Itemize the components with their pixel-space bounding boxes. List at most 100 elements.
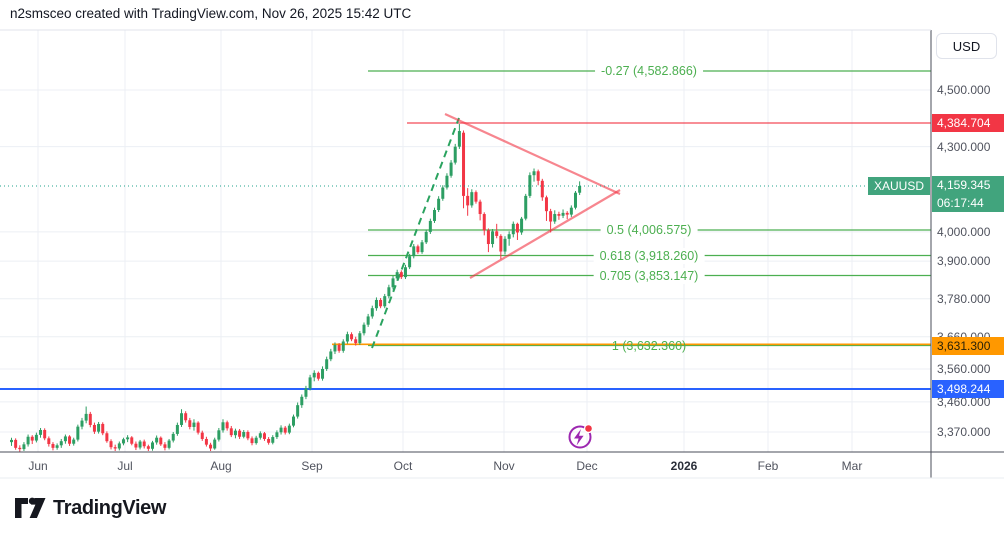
candle-body[interactable] [424,231,428,243]
candle-body[interactable] [391,278,395,288]
candle-body[interactable] [341,341,345,351]
candle-body[interactable] [258,433,262,438]
currency-usd-button[interactable]: USD [936,33,997,59]
candle-body[interactable] [209,444,213,449]
fib-level-label-1[interactable]: 1 (3,632.360) [611,338,687,353]
candle-body[interactable] [117,443,121,449]
candle-body[interactable] [55,445,59,448]
candle-body[interactable] [300,396,304,406]
candle-body[interactable] [466,195,470,206]
candle-body[interactable] [520,218,524,233]
candle-body[interactable] [428,220,432,232]
candle-body[interactable] [18,447,22,450]
candle-body[interactable] [155,437,159,443]
candle-body[interactable] [246,432,250,439]
candle-body[interactable] [549,211,553,222]
candle-body[interactable] [412,246,416,257]
candle-body[interactable] [491,231,495,245]
candle-body[interactable] [432,210,436,221]
candle-body[interactable] [474,192,478,202]
candle-body[interactable] [573,192,577,208]
candle-body[interactable] [403,267,407,278]
candle-body[interactable] [449,162,453,176]
candle-body[interactable] [204,438,208,445]
candle-body[interactable] [503,238,507,252]
candle-body[interactable] [105,433,109,442]
candle-body[interactable] [59,441,63,446]
fib-level-label-0.5[interactable]: 0.5 (4,006.575) [600,222,698,238]
candle-body[interactable] [26,436,30,445]
tradingview-logo[interactable]: TradingView [14,496,166,520]
candle-body[interactable] [345,334,349,342]
candle-body[interactable] [279,427,283,433]
candle-body[interactable] [354,339,358,344]
candle-body[interactable] [238,430,242,437]
candle-body[interactable] [43,429,47,439]
candle-body[interactable] [553,214,557,222]
candle-body[interactable] [312,372,316,378]
candle-body[interactable] [316,372,320,379]
candle-body[interactable] [395,272,399,279]
candle-body[interactable] [445,175,449,188]
candle-body[interactable] [47,438,51,445]
candle-body[interactable] [374,299,378,309]
candle-body[interactable] [358,333,362,344]
candle-body[interactable] [34,434,38,441]
candle-body[interactable] [408,256,412,268]
candle-body[interactable] [308,377,312,389]
candle-body[interactable] [565,212,569,215]
candle-body[interactable] [171,433,175,441]
candle-body[interactable] [453,146,457,163]
candle-body[interactable] [462,132,466,196]
candle-body[interactable] [362,324,366,334]
candle-body[interactable] [22,444,26,450]
candle-body[interactable] [250,438,254,444]
candle-body[interactable] [200,432,204,439]
fib-level-label-0.618[interactable]: 0.618 (3,918.260) [593,247,705,264]
candle-body[interactable] [271,437,275,443]
candle-body[interactable] [275,432,279,438]
candle-body[interactable] [97,423,101,432]
candle-body[interactable] [92,424,96,432]
candle-body[interactable] [167,440,171,448]
candle-body[interactable] [578,185,582,193]
candle-body[interactable] [304,388,308,397]
candle-body[interactable] [561,212,565,216]
candle-body[interactable] [10,439,13,443]
candle-body[interactable] [213,439,217,449]
candle-body[interactable] [482,214,486,231]
candle-body[interactable] [333,344,337,352]
candle-body[interactable] [184,413,188,421]
candle-body[interactable] [540,180,544,198]
candle-body[interactable] [370,308,374,317]
candle-body[interactable] [470,192,474,206]
candle-body[interactable] [192,422,196,427]
candle-body[interactable] [175,424,179,434]
candle-body[interactable] [321,368,325,379]
candle-body[interactable] [225,422,229,429]
ascending-dashed-trendline[interactable] [371,117,460,349]
candle-body[interactable] [544,197,548,212]
candle-body[interactable] [39,429,43,435]
triangle-lower-line[interactable] [469,189,621,279]
candle-body[interactable] [63,436,67,442]
candle-body[interactable] [159,437,163,445]
candle-body[interactable] [486,230,490,245]
candle-body[interactable] [146,446,150,449]
candle-body[interactable] [262,433,266,439]
lightning-event-icon[interactable] [568,425,592,449]
candle-body[interactable] [84,413,88,421]
candle-body[interactable] [350,334,354,340]
candle-body[interactable] [254,437,258,444]
candle-body[interactable] [138,441,142,448]
candle-body[interactable] [68,436,72,444]
candle-body[interactable] [296,405,300,417]
candle-body[interactable] [72,439,76,444]
candle-body[interactable] [180,413,184,425]
candle-body[interactable] [569,207,573,215]
candles-group[interactable] [10,124,582,452]
candle-body[interactable] [495,231,499,236]
candle-body[interactable] [524,195,528,219]
candle-body[interactable] [88,413,92,425]
